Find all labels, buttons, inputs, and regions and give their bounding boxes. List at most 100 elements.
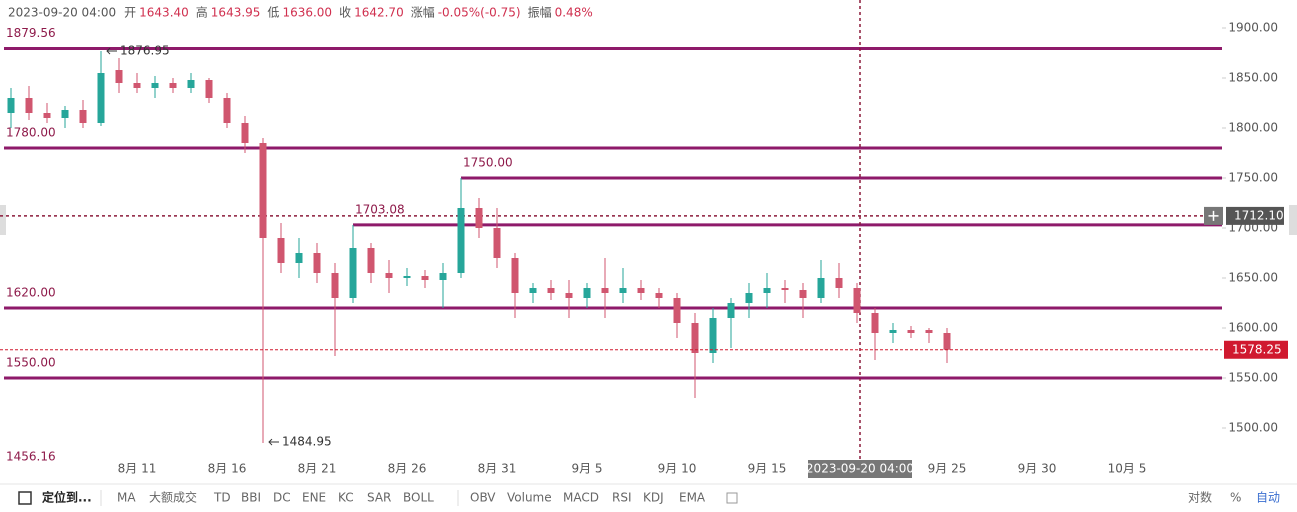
toolbar-item[interactable]: OBV (470, 491, 496, 505)
candle-body (781, 288, 789, 290)
candle-body (853, 288, 861, 313)
toolbar-item[interactable]: 大额成交 (149, 490, 197, 505)
candle-body (403, 276, 411, 278)
candle-body (7, 98, 15, 113)
x-tick-label: 8月 11 (118, 462, 157, 476)
candle-body (187, 80, 195, 88)
annotation-arrow (106, 47, 117, 55)
toolbar-item[interactable]: 自动 (1256, 491, 1280, 505)
header-value: 0.48% (555, 6, 593, 20)
candle-body (565, 293, 573, 298)
x-tick-label: 9月 5 (571, 462, 602, 476)
candle-body (241, 123, 249, 143)
candle-body (601, 288, 609, 293)
annotation-label: 1484.95 (282, 435, 332, 449)
crosshair-x-label: 2023-09-20 04:00 (806, 462, 914, 476)
header-label: 高 (196, 5, 208, 20)
toolbar-item[interactable]: MACD (563, 491, 599, 505)
crosshair-x-box (808, 460, 912, 478)
candle-body (529, 288, 537, 293)
header-label: 涨幅 (411, 5, 435, 20)
candle-body (709, 318, 717, 353)
toolbar-item[interactable]: Volume (507, 491, 552, 505)
toolbar-item[interactable]: SAR (367, 491, 391, 505)
candle-body (349, 248, 357, 298)
candle-body (61, 110, 69, 118)
candle-body (385, 273, 393, 278)
x-tick-label: 8月 26 (388, 462, 427, 476)
candle-body (763, 288, 771, 293)
candle-body (817, 278, 825, 298)
price-box (1224, 340, 1288, 359)
edit-icon[interactable] (726, 492, 738, 504)
toolbar-item[interactable]: KDJ (643, 491, 664, 505)
candle-body (727, 303, 735, 318)
candle-body (259, 143, 267, 238)
candle-body (97, 73, 105, 123)
candle-body (43, 113, 51, 118)
header-value: -0.05%(-0.75) (438, 6, 521, 20)
candle-body (637, 288, 645, 293)
candle-body (151, 83, 159, 88)
candle-body (223, 98, 231, 123)
y-tick-label: 1750.00 (1228, 171, 1278, 185)
y-tick-label: 1500.00 (1228, 421, 1278, 435)
candle-body (691, 323, 699, 353)
toolbar-item[interactable]: 对数 (1188, 490, 1212, 505)
locate-icon[interactable] (18, 491, 32, 505)
crosshair-y-label: 1712.10 (1234, 208, 1284, 222)
header-label: 低 (267, 6, 279, 20)
toolbar-item[interactable]: DC (273, 491, 291, 505)
toolbar-item[interactable]: ENE (302, 491, 326, 505)
candle-body (295, 253, 303, 263)
y-tick-label: 1900.00 (1228, 21, 1278, 35)
level-label: 1780.00 (6, 126, 56, 140)
candle-body (313, 253, 321, 273)
candle-body (619, 288, 627, 293)
candle-body (115, 70, 123, 83)
scroll-handle[interactable] (0, 205, 6, 235)
bottom-bound-label: 1456.16 (6, 449, 56, 463)
header-value: 1642.70 (354, 6, 404, 20)
plus-icon (1208, 210, 1219, 221)
candle-body (835, 278, 843, 288)
toolbar-item[interactable]: EMA (679, 491, 706, 505)
candle-body (547, 288, 555, 293)
level-label: 1703.08 (355, 202, 405, 216)
y-tick-label: 1600.00 (1228, 321, 1278, 335)
candle-body (925, 330, 933, 333)
candle-body (169, 83, 177, 88)
toolbar-item[interactable]: BBI (241, 491, 261, 505)
toolbar-item[interactable]: % (1230, 491, 1241, 505)
candle-body (889, 330, 897, 333)
y-tick-label: 1550.00 (1228, 371, 1278, 385)
candle-body (457, 208, 465, 273)
candle-body (745, 293, 753, 303)
toolbar-item[interactable]: BOLL (403, 491, 434, 505)
x-tick-label: 10月 5 (1108, 462, 1147, 476)
candle-body (367, 248, 375, 273)
candle-body (799, 290, 807, 298)
header-label: 开 (124, 6, 136, 20)
candle-body (673, 298, 681, 323)
candle-body (205, 80, 213, 98)
header-time: 2023-09-20 04:00 (8, 6, 116, 20)
level-label: 1620.00 (6, 286, 56, 300)
toolbar-item[interactable]: 定位到... (42, 490, 92, 505)
toolbar-item[interactable]: MA (117, 491, 136, 505)
toolbar-item[interactable]: TD (213, 491, 231, 505)
header-value: 1636.00 (282, 6, 332, 20)
candle-body (511, 258, 519, 293)
x-tick-label: 9月 30 (1018, 462, 1057, 476)
level-label: 1879.56 (6, 26, 56, 40)
scroll-handle[interactable] (1289, 205, 1297, 235)
toolbar-item[interactable]: RSI (612, 491, 632, 505)
candle-body (475, 208, 483, 228)
header-label: 收 (339, 6, 351, 20)
candle-body (943, 333, 951, 350)
toolbar-item[interactable]: KC (338, 491, 354, 505)
x-tick-label: 9月 10 (658, 462, 697, 476)
x-tick-label: 9月 25 (928, 462, 967, 476)
